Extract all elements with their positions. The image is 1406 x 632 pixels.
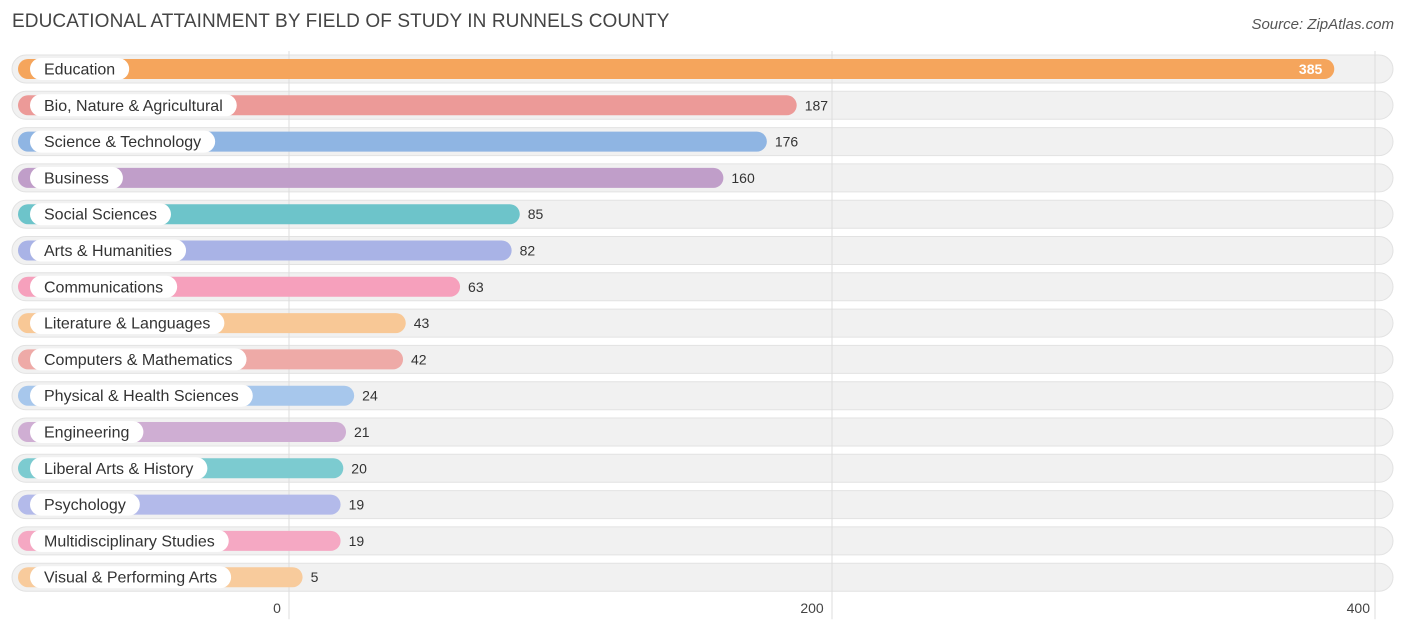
value-label: 19 [349,533,365,549]
category-label: Liberal Arts & History [44,461,193,478]
row-track [11,417,1394,447]
row-track [11,381,1394,411]
label-pill [30,94,237,117]
category-label: Arts & Humanities [44,243,172,260]
category-label: Communications [44,279,163,296]
category-label: Computers & Mathematics [44,352,233,369]
label-pill [30,421,144,443]
source-label: Source: ZipAtlas.com [1251,16,1394,33]
category-label: Science & Technology [44,134,201,151]
label-pill [30,493,140,516]
label-pill [30,529,229,552]
value-label: 82 [520,243,536,259]
label-pill [30,58,130,80]
label-pill [30,312,225,335]
label-pill [30,275,178,298]
value-label: 42 [411,351,427,367]
row-track [11,453,1394,483]
category-label: Bio, Nature & Agricultural [44,98,223,115]
value-label: 19 [349,497,365,513]
category-label: Visual & Performing Arts [44,570,217,587]
category-label: Social Sciences [44,207,157,224]
label-pill [30,566,232,589]
category-label: Psychology [44,497,126,514]
tick-label: 200 [800,600,824,616]
value-label: 385 [1299,61,1323,77]
value-label: 176 [775,134,799,150]
category-label: Engineering [44,425,129,442]
category-label: Multidisciplinary Studies [44,533,215,550]
value-label: 21 [354,424,370,440]
category-label: Literature & Languages [44,316,210,333]
label-pill [30,348,247,371]
bar [18,59,1335,79]
category-label: Business [44,170,109,187]
value-label: 85 [528,206,544,222]
label-pill [30,130,216,153]
row-track [11,526,1394,556]
row-track [11,490,1394,520]
tick-label: 400 [1347,600,1371,616]
label-pill [30,239,187,262]
value-label: 187 [805,97,829,113]
label-pill [30,457,208,480]
value-label: 5 [311,569,319,585]
tick-label: 0 [273,600,281,616]
label-pill [30,384,253,407]
category-label: Education [44,62,115,79]
value-label: 160 [731,170,755,186]
label-pill [30,166,123,189]
value-label: 24 [362,388,378,404]
label-pill [30,203,171,226]
row-track [11,562,1394,592]
category-label: Physical & Health Sciences [44,388,239,405]
chart-title: EDUCATIONAL ATTAINMENT BY FIELD OF STUDY… [12,11,670,32]
value-label: 43 [414,315,430,331]
value-label: 63 [468,279,484,295]
value-label: 20 [351,460,367,476]
bar [18,167,724,188]
